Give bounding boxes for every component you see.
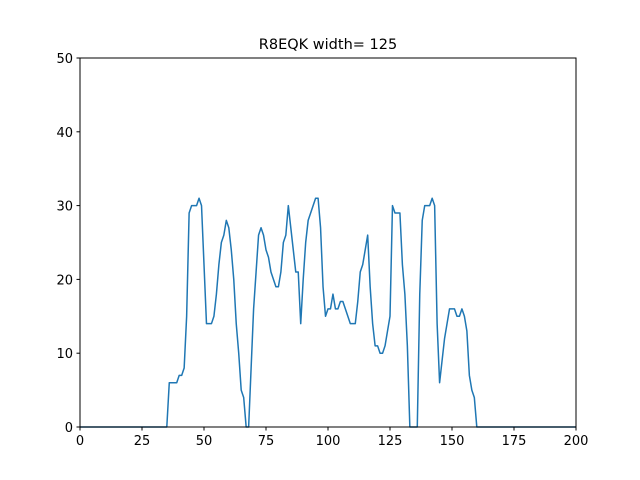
y-tick-label: 0: [65, 421, 73, 436]
x-tick-label: 75: [258, 434, 275, 449]
y-tick-label: 20: [56, 273, 73, 288]
y-tick-label: 10: [56, 347, 73, 362]
x-tick-label: 200: [564, 434, 589, 449]
x-tick-label: 125: [378, 434, 403, 449]
x-tick-label: 100: [316, 434, 341, 449]
x-tick-label: 25: [134, 434, 151, 449]
x-tick-label: 0: [76, 434, 84, 449]
x-tick-label: 150: [440, 434, 465, 449]
chart-title: R8EQK width= 125: [259, 37, 397, 53]
y-tick-label: 40: [56, 126, 73, 141]
y-tick-label: 30: [56, 200, 73, 215]
x-tick-label: 175: [502, 434, 527, 449]
y-tick-label: 50: [56, 52, 73, 67]
x-tick-label: 50: [196, 434, 213, 449]
plot-area: [80, 197, 576, 428]
data-line: [80, 197, 576, 428]
